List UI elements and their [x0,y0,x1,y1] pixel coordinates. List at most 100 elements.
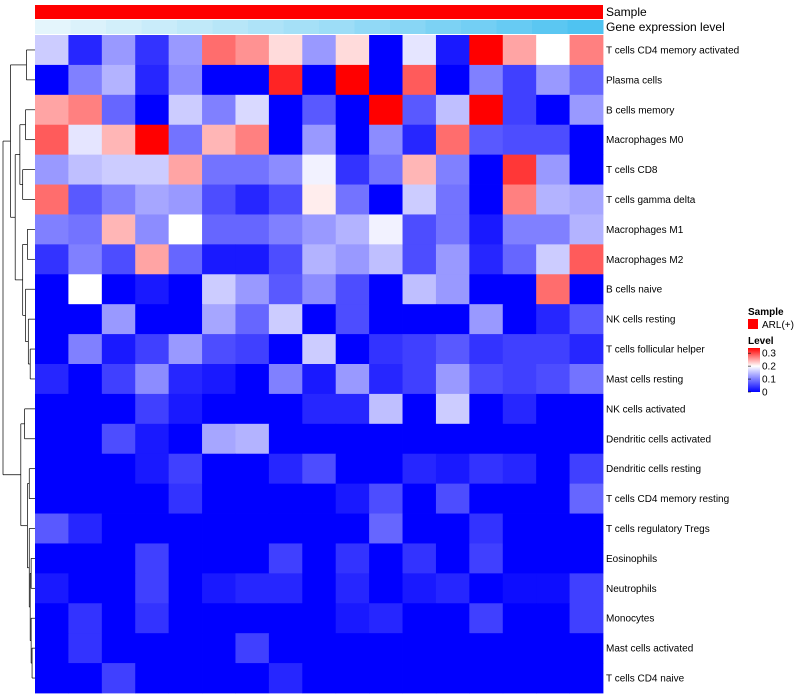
heatmap-cell [101,364,136,395]
heatmap-cell [268,364,303,395]
heatmap-cell [435,214,470,245]
heatmap-cell [569,244,604,275]
heatmap-cell [469,423,504,455]
gene-level-cell-3 [141,20,178,34]
heatmap-cell [101,453,136,485]
heatmap-cell [536,453,570,485]
heatmap-cell [235,423,270,455]
heatmap-cell [369,633,403,664]
heatmap-cell [435,603,470,634]
row-label: Mast cells resting [606,374,683,385]
heatmap-cell [335,603,370,634]
row-label: Macrophages M0 [606,135,684,146]
heatmap-cell [68,124,103,156]
heatmap-cell [469,124,504,156]
heatmap-cell [502,663,537,694]
heatmap-cell [402,35,437,66]
legend-level-title: Level [748,336,774,347]
heatmap-cell [402,214,437,245]
heatmap-cell [369,124,403,156]
heatmap-cell [135,304,170,335]
row-dendrogram [2,49,35,679]
heatmap-cell [135,573,170,604]
heatmap-cell [469,663,504,694]
heatmap-cells [35,35,604,694]
legend-sample-title: Sample [748,307,784,318]
heatmap-cell [268,603,303,634]
heatmap-cell [469,94,504,126]
heatmap-cell [202,214,236,245]
heatmap-cell [435,64,470,96]
heatmap-cell [502,214,537,245]
heatmap-cell [302,423,337,455]
row-label: NK cells resting [606,315,675,326]
heatmap-cell [502,633,537,664]
heatmap-cell [135,364,170,395]
heatmap-cell [435,483,470,514]
heatmap-cell [35,244,69,275]
heatmap-cell [202,453,236,485]
heatmap-cell [402,543,437,574]
heatmap-cell [536,483,570,514]
heatmap-cell [235,214,270,245]
heatmap-cell [135,483,170,514]
heatmap-cell [35,154,69,185]
heatmap-cell [168,274,203,305]
heatmap-cell [302,573,337,604]
heatmap-cell [35,64,69,96]
heatmap-cell [569,423,604,455]
heatmap-cell [569,274,604,305]
gene-expression-annotation-label: Gene expression level [606,20,725,34]
heatmap-cell [202,603,236,634]
heatmap-cell [369,543,403,574]
legend-tick-label: 0.3 [762,349,776,360]
heatmap-cell [101,94,136,126]
heatmap-cell [536,364,570,395]
heatmap-cell [202,64,236,96]
heatmap-cell [235,573,270,604]
heatmap-cell [268,94,303,126]
heatmap-cell [268,35,303,66]
heatmap-cell [402,453,437,485]
heatmap-cell [402,334,437,365]
heatmap-cell [168,35,203,66]
heatmap-cell [569,633,604,664]
heatmap-cell [536,124,570,156]
heatmap-cell [101,483,136,514]
heatmap-cell [369,244,403,275]
heatmap-cell [502,513,537,544]
heatmap-cell [268,633,303,664]
heatmap-cell [569,154,604,185]
heatmap-cell [35,483,69,514]
heatmap-cell [135,94,170,126]
heatmap-cell [335,663,370,694]
row-label: T cells CD4 memory activated [606,45,739,56]
heatmap-cell [469,364,504,395]
row-label: Dendritic cells activated [606,434,711,445]
heatmap-cell [35,274,69,305]
gene-level-cell-12 [461,20,497,34]
heatmap-cell [536,573,570,604]
heatmap-cell [168,154,203,185]
heatmap-cell [335,423,370,455]
heatmap-cell [135,663,170,694]
heatmap-cell [35,184,69,215]
heatmap-cell [536,663,570,694]
heatmap-cell [135,214,170,245]
heatmap-cell [435,184,470,215]
heatmap-cell [335,304,370,335]
heatmap-cell [101,214,136,245]
heatmap-cell [502,304,537,335]
gene-level-cell-4 [177,20,213,34]
heatmap-cell [469,334,504,365]
heatmap-cell [268,483,303,514]
heatmap-cell [35,214,69,245]
gene-level-cell-15 [567,20,604,34]
heatmap-cell [302,663,337,694]
heatmap-cell [35,35,69,66]
gene-level-cell-10 [390,20,426,34]
heatmap-cell [168,513,203,544]
heatmap-cell [335,184,370,215]
heatmap-cell [335,214,370,245]
heatmap-cell [168,603,203,634]
